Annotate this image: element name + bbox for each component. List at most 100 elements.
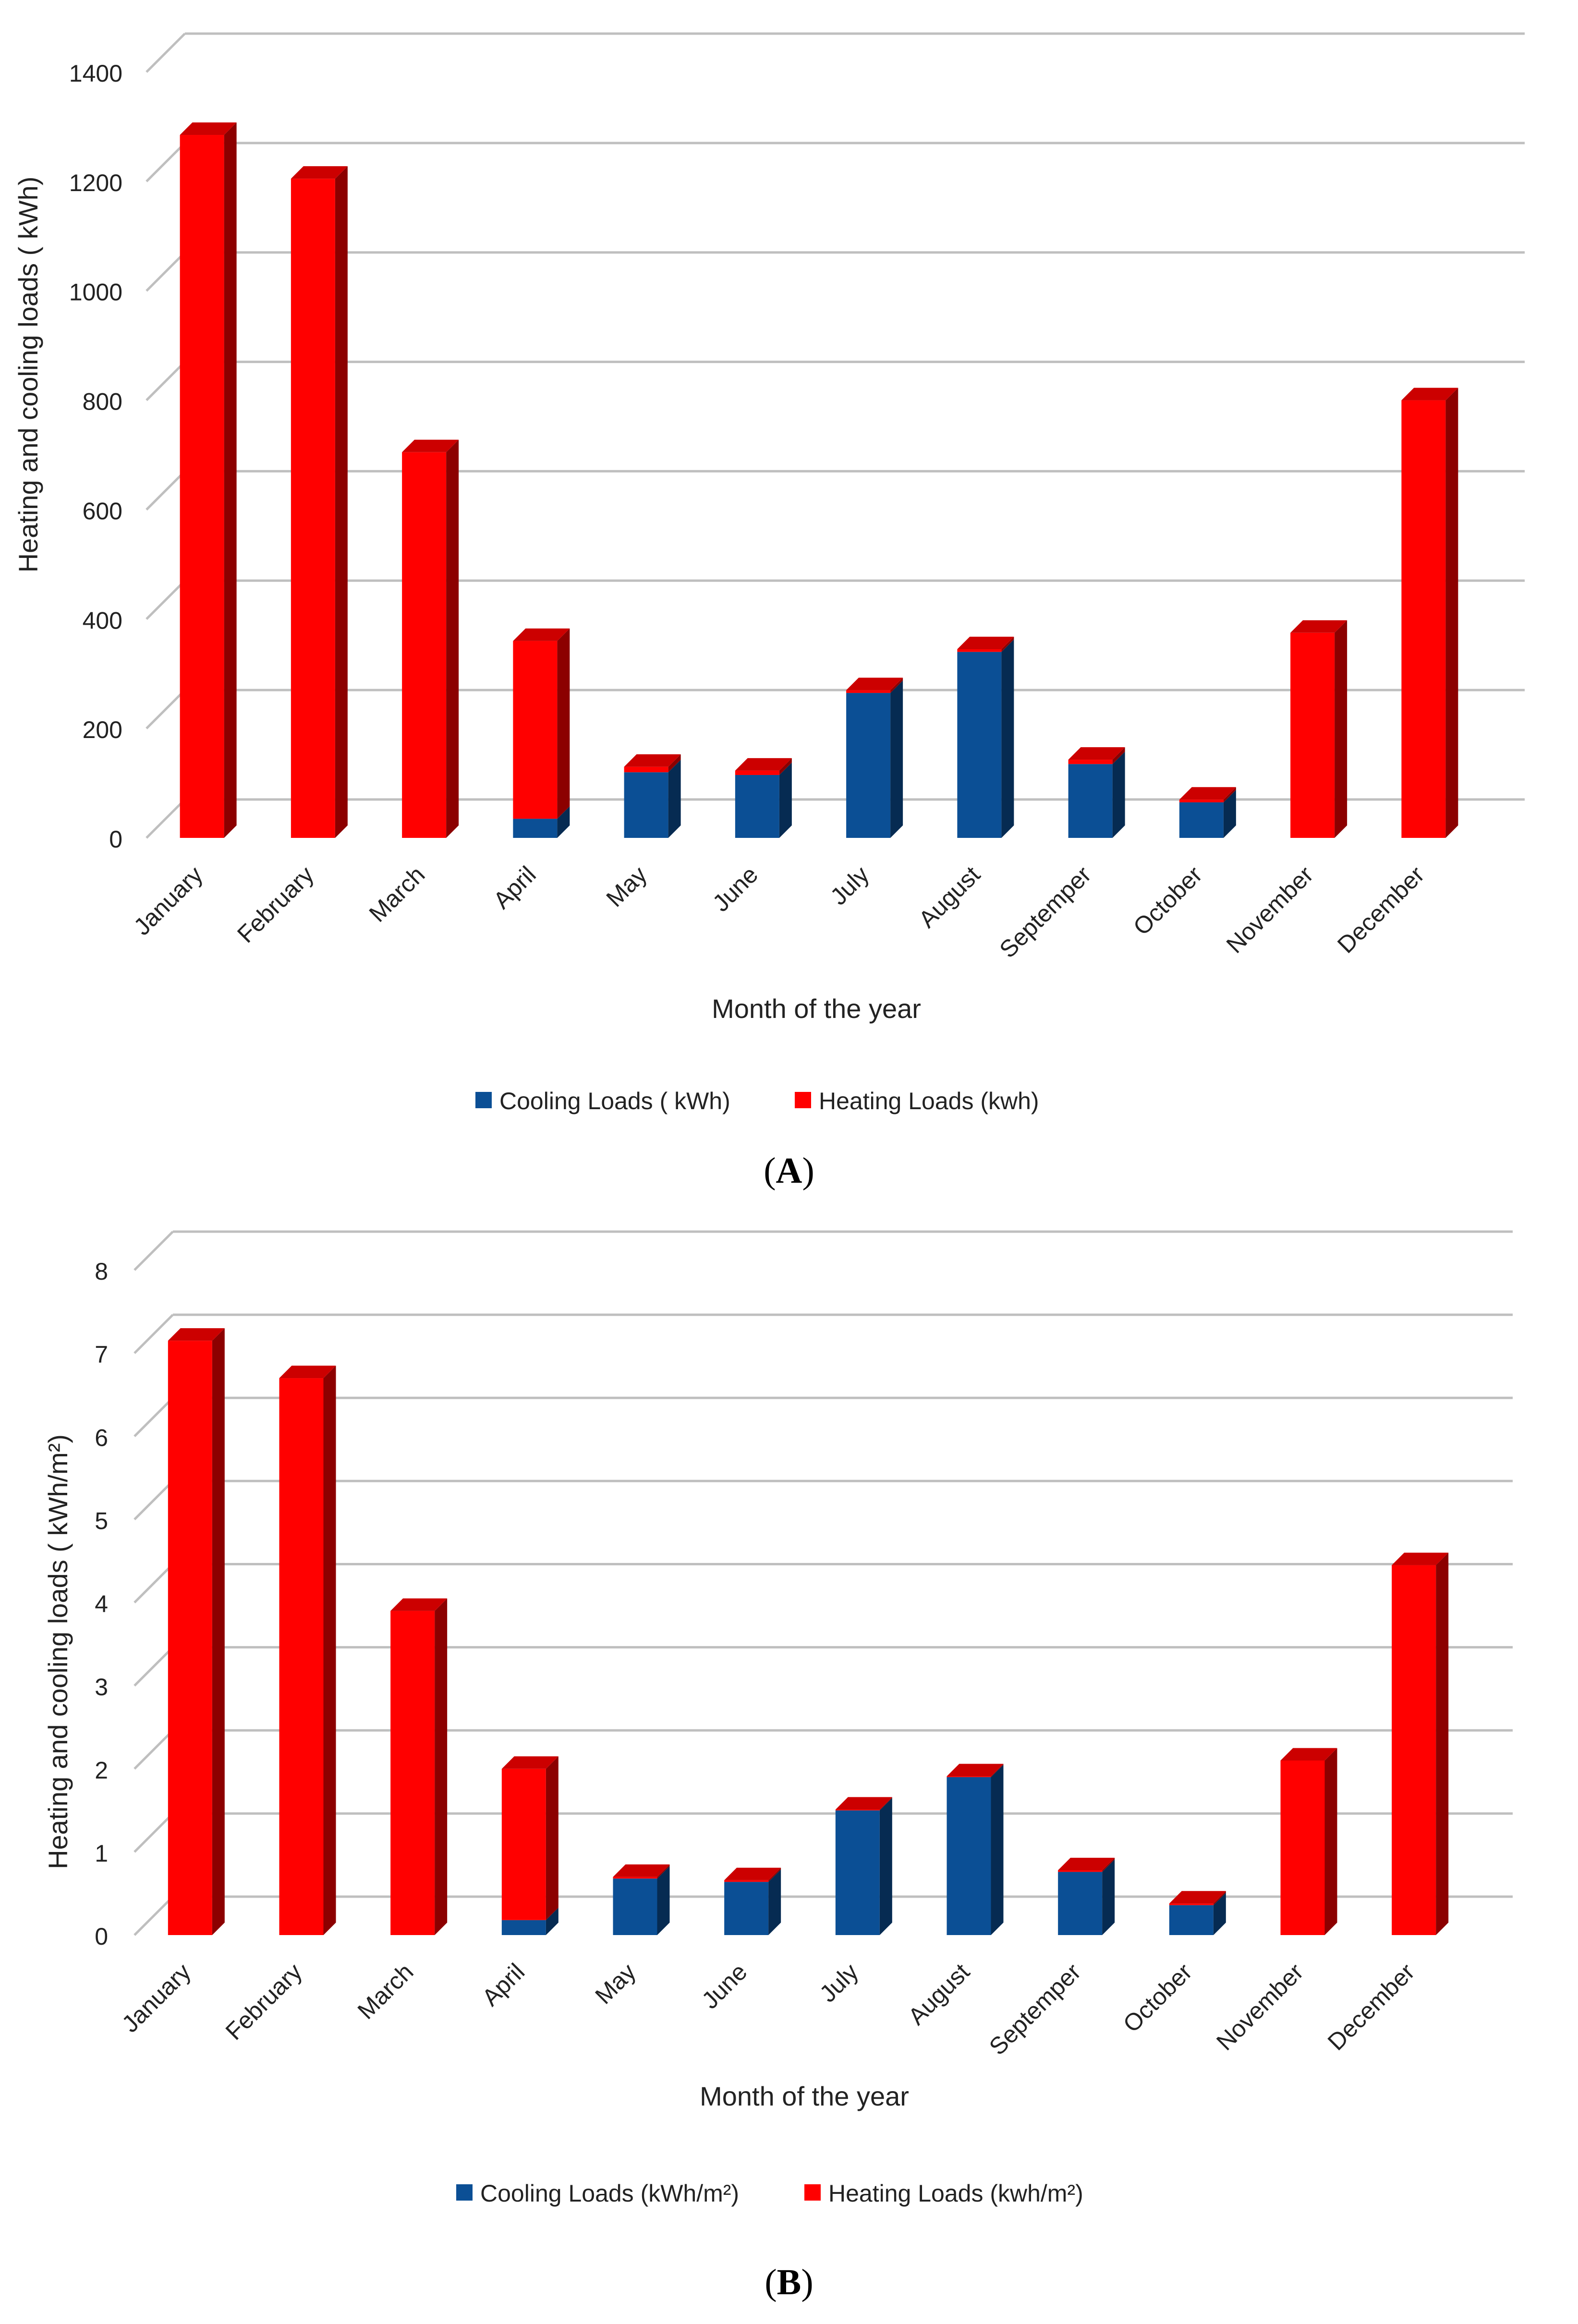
bar-heating-loads-kwh-m-june (724, 1867, 781, 1882)
bar-cooling-loads-kwh-june (735, 762, 792, 838)
x-tick-label-august: August (903, 1958, 975, 2030)
bar-heating-loads-kwh-m-july (835, 1797, 892, 1811)
bar-top (846, 678, 903, 690)
bar-side (668, 760, 681, 838)
gridline-diag-a (146, 580, 186, 620)
bar-heating-loads-kwh-july (846, 678, 903, 693)
y-tick-label: 5 (95, 1507, 108, 1534)
bar-front (1290, 632, 1335, 838)
x-tick-label-septemper: Septemper (994, 861, 1096, 963)
y-tick-label: 6 (95, 1424, 108, 1451)
bar-side (1445, 387, 1458, 838)
bar-side (890, 678, 903, 693)
bar-top (1169, 1891, 1226, 1904)
bar-side (1102, 1857, 1115, 1872)
bar-top (724, 1867, 781, 1880)
bar-heating-loads-kwh-m-december (1392, 1552, 1449, 1935)
bar-top (291, 166, 348, 179)
bar-front (724, 1880, 769, 1882)
bar-side (1001, 636, 1014, 652)
x-tick-label-july: July (814, 1958, 863, 2007)
bar-front (168, 1341, 212, 1935)
bar-front (180, 135, 224, 838)
x-tick-label-may: May (590, 1958, 641, 2009)
bar-front (1179, 799, 1224, 802)
bar-side (768, 1869, 781, 1935)
bar-side (879, 1797, 892, 1811)
bar-top (390, 1598, 448, 1611)
x-tick-label-december: December (1332, 861, 1430, 958)
x-tick-label-november: November (1211, 1958, 1309, 2056)
legend-label-heating-loads-kwh: Heating Loads (kwh) (819, 1088, 1039, 1114)
gridline-diag-a (146, 33, 186, 73)
bar-top (1290, 620, 1347, 633)
bar-top (1401, 387, 1458, 400)
bar-heating-loads-kwh-m-march (390, 1598, 448, 1935)
bar-front (624, 766, 668, 773)
y-tick-label: 1200 (69, 169, 122, 196)
bar-top (835, 1797, 892, 1810)
y-tick-label: 2 (95, 1757, 108, 1784)
bar-front (513, 641, 558, 819)
bar-heating-loads-kwh-m-november (1280, 1748, 1337, 1935)
bar-side (1324, 1748, 1337, 1935)
x-tick-label-february: February (232, 861, 319, 948)
bar-cooling-loads-kwh-august (957, 639, 1014, 838)
gridline-diag-b (134, 1813, 174, 1853)
bar-front (1280, 1760, 1325, 1935)
bar-side (435, 1598, 448, 1935)
bar-front (1401, 400, 1446, 838)
bar-side (657, 1864, 670, 1879)
bar-front (613, 1878, 657, 1935)
y-tick-label: 4 (95, 1591, 108, 1618)
y-axis-title: Heating and cooling loads ( kWh) (13, 177, 43, 573)
gridline-diag-b (134, 1729, 174, 1770)
bar-side (546, 1756, 558, 1920)
gridline-diag-a (146, 689, 186, 729)
bar-front (1392, 1565, 1436, 1935)
bar-side (557, 628, 570, 819)
bar-heating-loads-kwh-december (1401, 387, 1458, 838)
x-tick-label-june: June (707, 861, 763, 917)
bar-top (1058, 1857, 1115, 1870)
bar-side (1436, 1552, 1449, 1935)
gridline-diag-a (146, 251, 186, 292)
bar-side (1335, 620, 1347, 838)
x-tick-label-april: April (488, 861, 541, 914)
x-tick-label-october: October (1118, 1958, 1197, 2037)
gridline-diag-b (134, 1896, 174, 1936)
bar-side (546, 1907, 558, 1935)
bar-front (513, 819, 558, 838)
x-tick-label-june: June (696, 1958, 752, 2014)
bar-cooling-loads-kwh-m-may (613, 1866, 670, 1935)
bar-heating-loads-kwh-m-february (279, 1366, 336, 1935)
bar-top (735, 758, 792, 771)
bar-side (212, 1328, 225, 1935)
bar-side (1213, 1892, 1226, 1935)
bar-cooling-loads-kwh-july (846, 680, 903, 838)
gridline-diag-b (134, 1397, 174, 1438)
bar-heating-loads-kwh-april (513, 628, 570, 819)
y-tick-label: 0 (95, 1923, 108, 1950)
bar-side (557, 806, 570, 838)
x-tick-label-february: February (220, 1958, 307, 2045)
bar-front (390, 1610, 435, 1935)
x-tick-label-august: August (913, 861, 985, 933)
caption-a: (A) (764, 1150, 814, 1191)
bar-front (501, 1768, 546, 1920)
bar-top (613, 1864, 670, 1877)
y-tick-label: 400 (83, 607, 122, 634)
gridline-diag-b (134, 1314, 174, 1354)
bar-top (1068, 747, 1125, 760)
bar-side (1112, 747, 1125, 764)
legend-label-cooling-loads-kwh-m: Cooling Loads (kWh/m²) (480, 2180, 739, 2207)
x-tick-label-march: March (352, 1958, 419, 2024)
bar-heating-loads-kwh-m-january (168, 1328, 225, 1935)
y-tick-label: 8 (95, 1258, 108, 1285)
bar-side (991, 1765, 1004, 1935)
bar-side (879, 1798, 892, 1935)
x-tick-label-november: November (1221, 861, 1319, 958)
legend-swatch-heating-loads-kwh-m (804, 2184, 821, 2201)
bar-cooling-loads-kwh-m-june (724, 1869, 781, 1935)
bar-side (779, 762, 792, 838)
